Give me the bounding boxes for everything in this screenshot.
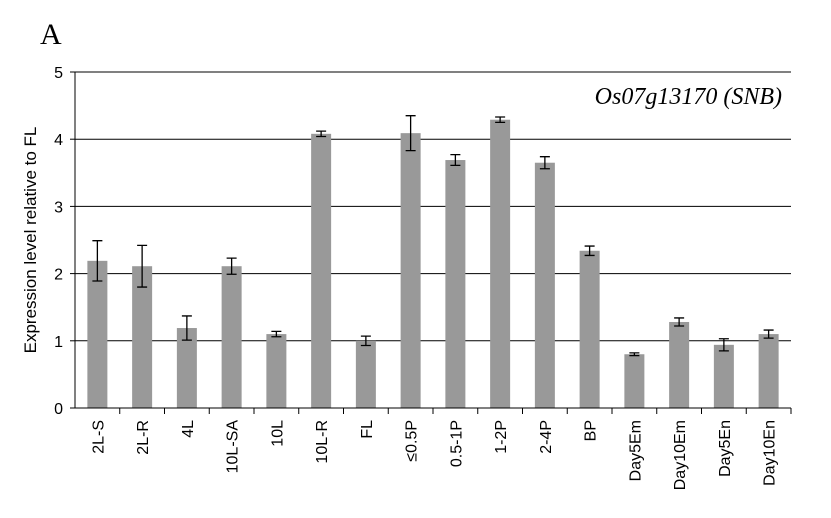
error-bar (674, 317, 685, 327)
y-tick-label: 0 (54, 401, 63, 418)
y-axis-label: Expression level relative to FL (21, 127, 40, 354)
bar (266, 334, 287, 408)
bar (534, 162, 555, 408)
y-tick-label: 1 (54, 334, 63, 351)
error-bar (181, 315, 192, 341)
error-bar (226, 257, 237, 275)
x-tick-label: 2-4P (538, 420, 555, 454)
x-tick-label: 2L-R (135, 420, 152, 455)
x-tick-label: 10L-R (314, 420, 331, 464)
bar (579, 250, 600, 408)
x-tick-label: BP (583, 420, 600, 441)
bar (311, 133, 332, 408)
x-tick-label: Day5Em (627, 420, 644, 481)
error-bar (629, 352, 640, 357)
error-bar (763, 329, 774, 339)
x-tick-label: ≤0.5P (404, 420, 421, 462)
bar (400, 133, 421, 409)
x-tick-label: 10L-SA (225, 420, 242, 474)
y-tick-label: 3 (54, 199, 63, 216)
annotation: Os07g13170 (SNB) (595, 84, 782, 110)
error-bar (360, 335, 371, 347)
x-tick-label: FL (359, 420, 376, 439)
bar (445, 160, 466, 408)
error-bar (405, 115, 416, 152)
bar (758, 334, 779, 408)
x-tick-label: 4L (180, 420, 197, 438)
bar (132, 266, 153, 408)
error-bar (137, 244, 148, 288)
y-tick-label: 2 (54, 267, 63, 284)
x-tick-label: 10L (269, 420, 286, 447)
error-bar (450, 154, 461, 167)
error-bar (584, 245, 595, 257)
bar (176, 328, 197, 408)
x-tick-label: Day10En (762, 420, 779, 486)
bar (87, 260, 108, 408)
error-bar (316, 130, 327, 138)
bar (355, 340, 376, 408)
error-bar (271, 330, 282, 338)
x-tick-label: Day10Em (672, 420, 689, 490)
bar (713, 344, 734, 408)
bar (490, 119, 511, 408)
x-tick-label: Day5En (717, 420, 734, 477)
bar (669, 321, 690, 408)
bar (221, 266, 242, 408)
x-tick-label: 1-2P (493, 420, 510, 454)
x-tick-label: 2L-S (90, 420, 107, 454)
y-tick-label: 4 (54, 132, 63, 149)
bar (624, 354, 645, 408)
error-bar (539, 156, 550, 170)
error-bar (718, 338, 729, 352)
error-bar (92, 240, 103, 282)
error-bar (495, 116, 506, 124)
y-tick-label: 5 (54, 65, 63, 82)
x-tick-label: 0.5-1P (448, 420, 465, 467)
panel-label: A (40, 18, 62, 51)
